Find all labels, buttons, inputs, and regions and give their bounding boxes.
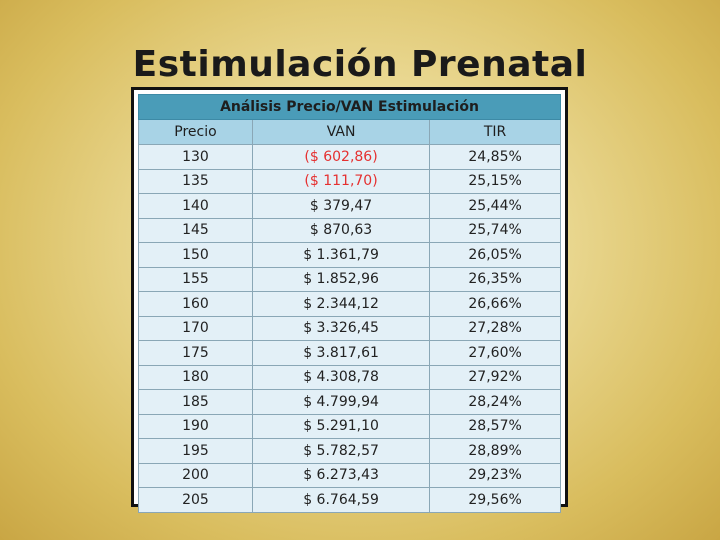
cell-tir: 29,23% [429, 462, 561, 488]
cell-precio: 150 [138, 242, 253, 268]
cell-precio: 175 [138, 340, 253, 366]
column-header-van: VAN [251, 119, 431, 145]
cell-van: $ 5.291,10 [251, 413, 431, 439]
cell-van: $ 4.308,78 [251, 364, 431, 390]
cell-tir: 28,24% [429, 389, 561, 415]
cell-tir: 29,56% [429, 487, 561, 513]
table-row: 185 $ 4.799,94 28,24% [138, 389, 561, 415]
cell-tir: 28,89% [429, 438, 561, 464]
cell-precio: 180 [138, 364, 253, 390]
cell-tir: 27,28% [429, 315, 561, 341]
cell-van: $ 4.799,94 [251, 389, 431, 415]
cell-tir: 26,05% [429, 242, 561, 268]
cell-van: $ 3.326,45 [251, 315, 431, 341]
cell-precio: 160 [138, 291, 253, 317]
cell-van: ($ 111,70) [251, 168, 431, 194]
table-caption: Análisis Precio/VAN Estimulación [138, 94, 561, 120]
cell-precio: 135 [138, 168, 253, 194]
cell-tir: 25,44% [429, 193, 561, 219]
table-row: 155 $ 1.852,96 26,35% [138, 266, 561, 292]
cell-precio: 145 [138, 217, 253, 243]
table-row: 195 $ 5.782,57 28,89% [138, 438, 561, 464]
slide-title: Estimulación Prenatal [132, 44, 588, 85]
cell-precio: 155 [138, 266, 253, 292]
cell-tir: 27,60% [429, 340, 561, 366]
table-row: 145 $ 870,63 25,74% [138, 217, 561, 243]
table-row: 150 $ 1.361,79 26,05% [138, 242, 561, 268]
cell-precio: 185 [138, 389, 253, 415]
cell-tir: 26,66% [429, 291, 561, 317]
cell-precio: 170 [138, 315, 253, 341]
cell-van: ($ 602,86) [251, 144, 431, 170]
cell-precio: 205 [138, 487, 253, 513]
table-row: 170 $ 3.326,45 27,28% [138, 315, 561, 341]
cell-van: $ 5.782,57 [251, 438, 431, 464]
cell-precio: 200 [138, 462, 253, 488]
table-row: 190 $ 5.291,10 28,57% [138, 413, 561, 439]
cell-van: $ 870,63 [251, 217, 431, 243]
cell-van: $ 2.344,12 [251, 291, 431, 317]
table-row: 135 ($ 111,70) 25,15% [138, 168, 561, 194]
table-row: 160 $ 2.344,12 26,66% [138, 291, 561, 317]
cell-tir: 26,35% [429, 266, 561, 292]
cell-tir: 25,74% [429, 217, 561, 243]
cell-van: $ 1.361,79 [251, 242, 431, 268]
table-row: 175 $ 3.817,61 27,60% [138, 340, 561, 366]
column-header-tir: TIR [429, 119, 561, 145]
cell-van: $ 6.764,59 [251, 487, 431, 513]
cell-precio: 190 [138, 413, 253, 439]
cell-precio: 140 [138, 193, 253, 219]
cell-tir: 25,15% [429, 168, 561, 194]
cell-van: $ 6.273,43 [251, 462, 431, 488]
cell-precio: 195 [138, 438, 253, 464]
table-row: 140 $ 379,47 25,44% [138, 193, 561, 219]
column-header-precio: Precio [138, 119, 253, 145]
cell-tir: 28,57% [429, 413, 561, 439]
price-van-table: Análisis Precio/VAN Estimulación Precio … [138, 94, 561, 513]
cell-van: $ 3.817,61 [251, 340, 431, 366]
table-row: 200 $ 6.273,43 29,23% [138, 462, 561, 488]
cell-tir: 24,85% [429, 144, 561, 170]
cell-van: $ 379,47 [251, 193, 431, 219]
table-row: 180 $ 4.308,78 27,92% [138, 364, 561, 390]
table-row: 205 $ 6.764,59 29,56% [138, 487, 561, 513]
cell-van: $ 1.852,96 [251, 266, 431, 292]
table-row: 130 ($ 602,86) 24,85% [138, 144, 561, 170]
price-van-table-frame: Análisis Precio/VAN Estimulación Precio … [131, 87, 568, 513]
table-body: 130 ($ 602,86) 24,85% 135 ($ 111,70) 25,15% 14… [138, 144, 561, 513]
cell-tir: 27,92% [429, 364, 561, 390]
cell-precio: 130 [138, 144, 253, 170]
